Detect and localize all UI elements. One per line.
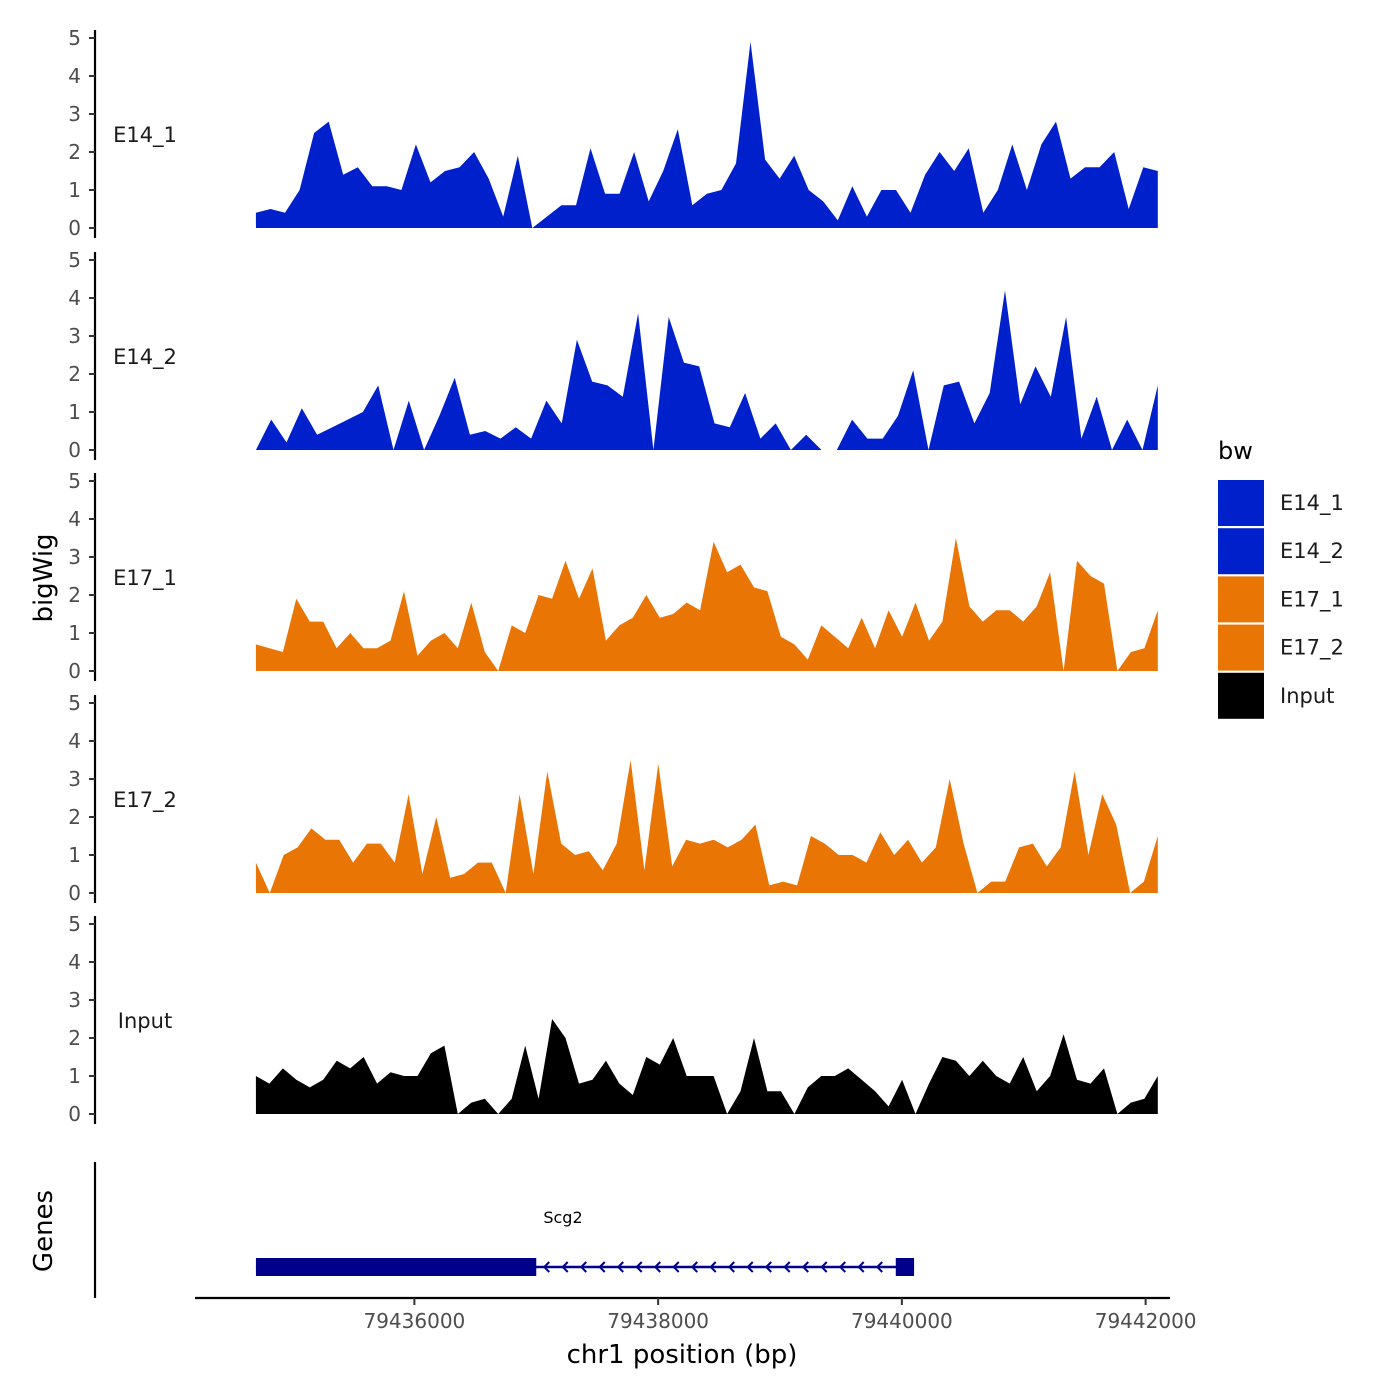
x-axis: chr1 position (bp) 79436000 79438000 79440…: [195, 1296, 1197, 1370]
x-axis-title: chr1 position (bp): [567, 1340, 798, 1370]
x-tick-label: 79442000: [1095, 1309, 1197, 1333]
y-tick-label: 1: [68, 621, 81, 645]
y-tick-label: 0: [68, 659, 81, 683]
track-label: E14_1: [113, 123, 177, 148]
legend-title: bw: [1218, 437, 1253, 465]
gene-track: Genes Scg2: [29, 1162, 915, 1298]
y-tick-label: 1: [68, 843, 81, 867]
strand-arrow: [801, 1261, 809, 1273]
y-tick-label: 1: [68, 400, 81, 424]
strand-arrow: [857, 1261, 865, 1273]
y-tick-label: 5: [68, 469, 81, 493]
genes-axis-title: Genes: [29, 1190, 59, 1272]
strand-arrow: [727, 1261, 735, 1273]
strand-arrow: [764, 1261, 772, 1273]
y-tick-label: 3: [68, 324, 81, 348]
x-tick-label: 79436000: [363, 1309, 465, 1333]
y-tick-label: 2: [68, 362, 81, 386]
legend: bw E14_1 E14_2 E17_1 E17_2 Input: [1218, 437, 1344, 719]
legend-label: E17_2: [1280, 636, 1344, 661]
legend-swatch: [1218, 528, 1264, 575]
gene-name-label: Scg2: [543, 1208, 582, 1227]
y-tick-label: 5: [68, 248, 81, 272]
y-tick-label: 4: [68, 950, 81, 974]
y-tick-label: 2: [68, 140, 81, 164]
legend-label: E14_2: [1280, 539, 1344, 564]
y-tick-label: 5: [68, 912, 81, 936]
strand-arrow: [783, 1261, 791, 1273]
strand-arrow: [579, 1261, 587, 1273]
y-tick-label: 0: [68, 216, 81, 240]
y-tick-label: 3: [68, 767, 81, 791]
track-label: E14_2: [113, 345, 177, 370]
y-tick-label: 2: [68, 583, 81, 607]
y-tick-label: 2: [68, 805, 81, 829]
y-tick-label: 3: [68, 102, 81, 126]
strand-arrow: [672, 1261, 680, 1273]
coverage-area-e14-2: [255, 290, 1158, 450]
strand-arrow: [616, 1261, 624, 1273]
track-e14-1: 0 1 2 3 4 5 E14_1: [68, 26, 1158, 240]
y-tick-label: 0: [68, 438, 81, 462]
legend-swatch: [1218, 576, 1264, 623]
track-e14-2: 0 1 2 3 4 5 E14_2: [68, 248, 1158, 462]
y-tick-label: 1: [68, 178, 81, 202]
track-e17-1: 0 1 2 3 4 5 E17_1: [68, 469, 1158, 683]
y-tick-label: 1: [68, 1064, 81, 1088]
y-tick-label: 0: [68, 881, 81, 905]
strand-arrow: [875, 1261, 883, 1273]
y-tick-label: 4: [68, 64, 81, 88]
coverage-tracks: 0 1 2 3 4 5 E14_1 0 1 2 3 4 5 E14_2 0 1 2 3 4 5 E17_1 0 1 2 3 4 5 E…: [68, 26, 1158, 1126]
y-tick-label: 5: [68, 26, 81, 50]
x-tick-label: 79438000: [607, 1309, 709, 1333]
gene-exon: [895, 1258, 915, 1276]
strand-arrow: [561, 1261, 569, 1273]
strand-arrow: [838, 1261, 846, 1273]
strand-arrow: [653, 1261, 661, 1273]
y-axis-title: bigWig: [29, 533, 59, 622]
track-label: E17_2: [113, 788, 177, 813]
x-tick-label: 79440000: [851, 1309, 953, 1333]
y-tick-label: 4: [68, 507, 81, 531]
track-label: Input: [118, 1009, 172, 1033]
strand-arrow: [690, 1261, 698, 1273]
y-tick-label: 5: [68, 691, 81, 715]
strand-arrow: [635, 1261, 643, 1273]
coverage-area-e17-2: [255, 760, 1158, 893]
strand-arrow: [542, 1261, 550, 1273]
legend-swatch: [1218, 624, 1264, 671]
y-tick-label: 3: [68, 545, 81, 569]
y-tick-label: 4: [68, 729, 81, 753]
strand-arrow: [746, 1261, 754, 1273]
legend-label: E17_1: [1280, 587, 1344, 612]
track-e17-2: 0 1 2 3 4 5 E17_2: [68, 691, 1158, 905]
strand-arrow: [709, 1261, 717, 1273]
legend-swatch: [1218, 480, 1264, 526]
legend-label: E14_1: [1280, 491, 1344, 516]
legend-label: Input: [1280, 684, 1334, 708]
y-tick-label: 4: [68, 286, 81, 310]
legend-swatch: [1218, 672, 1264, 719]
strand-arrow: [598, 1261, 606, 1273]
y-tick-label: 2: [68, 1026, 81, 1050]
coverage-area-e14-1: [255, 41, 1158, 228]
y-tick-label: 3: [68, 988, 81, 1012]
coverage-area-e17-1: [255, 538, 1158, 671]
y-tick-label: 0: [68, 1102, 81, 1126]
track-label: E17_1: [113, 566, 177, 591]
gene-exon: [255, 1258, 537, 1276]
strand-arrow: [820, 1261, 828, 1273]
track-input: 0 1 2 3 4 5 Input: [68, 912, 1158, 1126]
coverage-area-input: [255, 1019, 1158, 1114]
